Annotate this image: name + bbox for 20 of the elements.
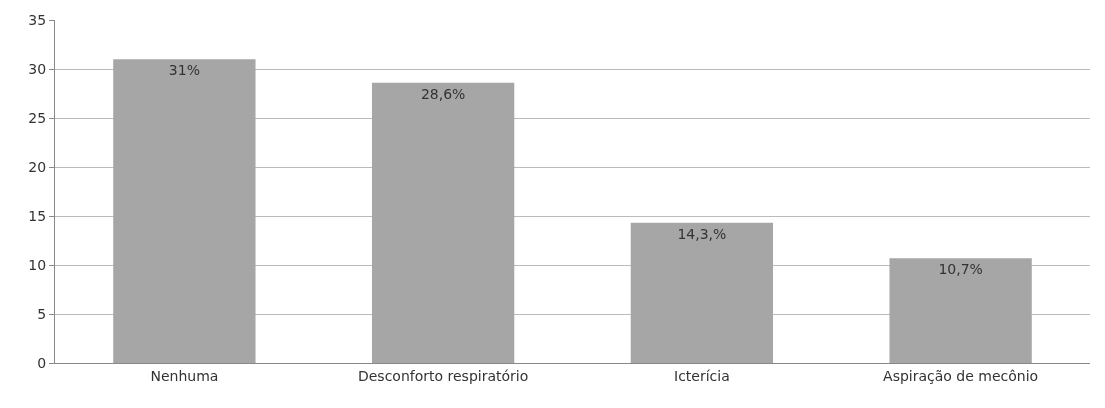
y-tick-label: 15 (28, 207, 47, 224)
bar (113, 59, 256, 363)
data-label: 28,6% (420, 85, 466, 102)
y-tick-label: 35 (28, 11, 47, 28)
y-tick-label: 25 (28, 109, 47, 126)
bar (630, 222, 774, 363)
x-tick-label: Desconforto respiratório (357, 367, 529, 384)
x-tick-label: Aspiração de mecônio (883, 367, 1039, 384)
bar (889, 258, 1032, 363)
bar (371, 82, 515, 363)
y-tick-label: 20 (28, 158, 47, 175)
data-label: 14,3,% (677, 225, 727, 242)
data-label: 10,7% (938, 261, 983, 278)
y-tick-label: 5 (37, 305, 47, 322)
y-tick-label: 30 (28, 60, 47, 77)
data-label: 31% (168, 62, 200, 79)
y-tick-label: 0 (37, 354, 47, 371)
x-tick-label: Nenhuma (150, 367, 219, 384)
y-tick-label: 10 (28, 256, 47, 273)
x-tick-label: Icterícia (674, 367, 730, 384)
